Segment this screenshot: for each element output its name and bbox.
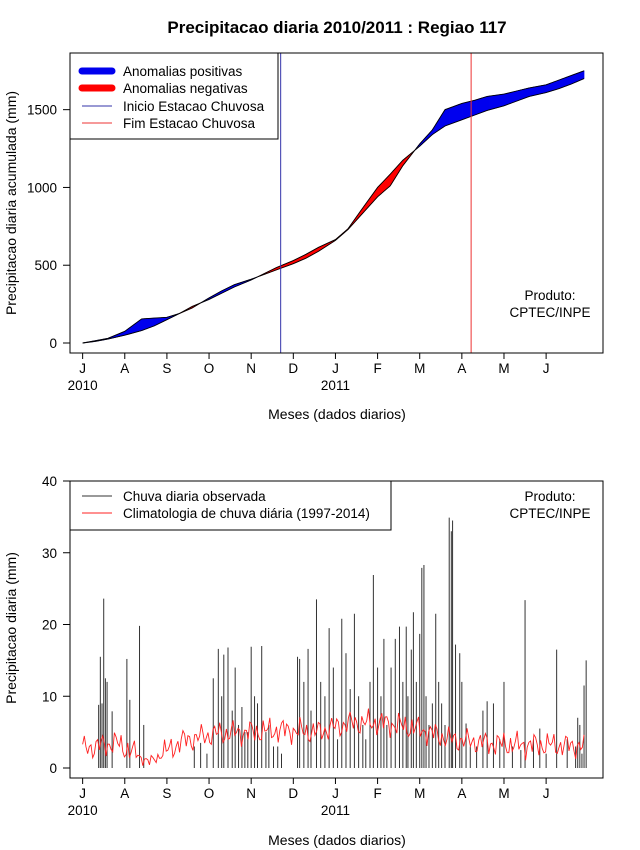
cumulative-legend: Anomalias positivas Anomalias negativas … — [69, 52, 279, 140]
x-tick-label: N — [246, 786, 256, 801]
y-tick-label: 1000 — [27, 180, 57, 195]
daily-y-axis: 0 10 20 30 40 — [42, 474, 71, 776]
legend-label-positive: Anomalias positivas — [123, 64, 243, 79]
x-year-label: 2011 — [321, 378, 350, 393]
x-tick-label: M — [414, 786, 425, 801]
legend-label-season-end: Fim Estacao Chuvosa — [123, 116, 256, 131]
legend-label-season-start: Inicio Estacao Chuvosa — [123, 99, 265, 114]
y-tick-label: 500 — [34, 258, 57, 273]
x-tick-label: M — [414, 361, 425, 376]
daily-climatology-line — [82, 708, 585, 766]
x-tick-label: F — [373, 786, 381, 801]
legend-label-negative: Anomalias negativas — [123, 81, 248, 96]
credit-product-name: CPTEC/INPE — [509, 305, 590, 320]
x-tick-label: O — [204, 361, 215, 376]
x-tick-label: F — [373, 361, 381, 376]
x-tick-label: J — [79, 361, 86, 376]
legend-label-climatology: Climatologia de chuva diária (1997-2014) — [123, 506, 370, 521]
x-tick-label: D — [288, 361, 298, 376]
x-tick-label: A — [120, 786, 129, 801]
cumulative-chart: 0 500 1000 1500 J A S O N D J F M A M J 2010 2011 Meses … — [3, 52, 604, 422]
positive-anomaly-segment — [581, 70, 585, 80]
x-tick-label: J — [79, 786, 86, 801]
x-tick-label: S — [162, 361, 171, 376]
daily-x-label: Meses (dados diarios) — [268, 832, 406, 848]
x-tick-label: A — [457, 786, 466, 801]
y-tick-label: 20 — [42, 618, 57, 633]
x-tick-label: N — [246, 361, 256, 376]
daily-chart: 0 10 20 30 40 J A S O N D J F M A M J 2010 2011 Meses (da… — [3, 474, 604, 848]
cumulative-x-label: Meses (dados diarios) — [268, 406, 406, 422]
credit-product-label: Produto: — [524, 288, 575, 303]
x-tick-label: J — [543, 361, 550, 376]
daily-observed-bars — [98, 517, 587, 768]
daily-legend: Chuva diaria observada Climatologia de c… — [69, 480, 392, 531]
daily-y-label: Precipitacao diaria (mm) — [3, 552, 19, 704]
y-tick-label: 10 — [42, 689, 57, 704]
x-tick-label: A — [120, 361, 129, 376]
x-tick-label: M — [498, 361, 509, 376]
x-tick-label: S — [162, 786, 171, 801]
cumulative-legend-box — [69, 52, 279, 140]
cumulative-x-axis: J A S O N D J F M A M J 2010 2011 — [68, 352, 550, 393]
x-tick-label: J — [543, 786, 550, 801]
observed-cumulative-line — [82, 70, 585, 344]
x-tick-label: A — [457, 361, 466, 376]
cumulative-y-label: Precipitacao diaria acumulada (mm) — [3, 91, 19, 315]
figure-title: Precipitacao diaria 2010/2011 : Regiao 1… — [167, 18, 506, 37]
daily-legend-box — [69, 480, 392, 531]
x-tick-label: J — [332, 361, 339, 376]
y-tick-label: 40 — [42, 474, 57, 489]
y-tick-label: 0 — [49, 336, 57, 351]
x-year-label: 2010 — [68, 803, 98, 818]
y-tick-label: 1500 — [27, 103, 57, 118]
cumulative-y-axis: 0 500 1000 1500 — [27, 103, 71, 351]
x-tick-label: D — [288, 786, 298, 801]
x-year-label: 2011 — [321, 803, 350, 818]
legend-label-observed: Chuva diaria observada — [123, 489, 266, 504]
credit-product-label-2: Produto: — [524, 489, 575, 504]
x-tick-label: J — [332, 786, 339, 801]
x-tick-label: M — [498, 786, 509, 801]
x-tick-label: O — [204, 786, 215, 801]
climatology-cumulative-line — [82, 78, 585, 344]
y-tick-label: 30 — [42, 546, 57, 561]
x-year-label: 2010 — [68, 378, 98, 393]
daily-x-axis: J A S O N D J F M A M J 2010 2011 — [68, 777, 550, 818]
y-tick-label: 0 — [49, 761, 57, 776]
credit-product-name-2: CPTEC/INPE — [509, 506, 590, 521]
